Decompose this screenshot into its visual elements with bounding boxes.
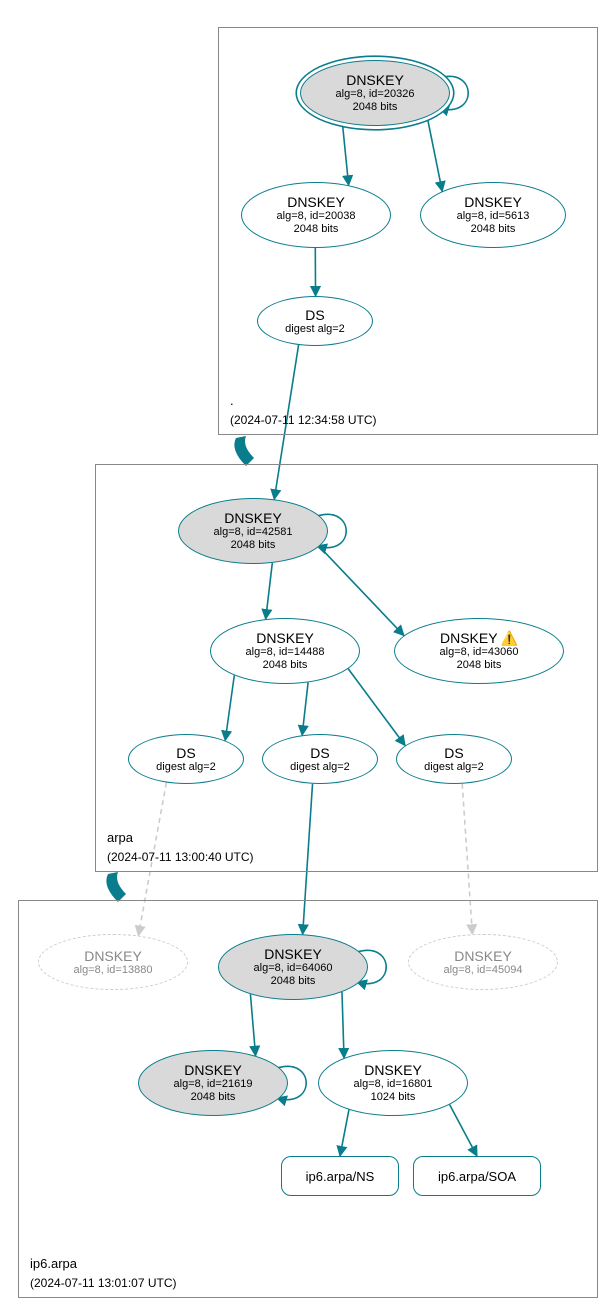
node-title: DNSKEY xyxy=(184,1062,242,1078)
node-alg: alg=8, id=21619 xyxy=(174,1078,253,1091)
rrset-ns: ip6.arpa/NS xyxy=(281,1156,399,1196)
node-title: DNSKEY xyxy=(264,946,322,962)
node-bits: 2048 bits xyxy=(353,101,398,114)
rrset-label: ip6.arpa/NS xyxy=(306,1169,375,1184)
dnssec-diagram: . (2024-07-11 12:34:58 UTC) arpa (2024-0… xyxy=(0,0,613,1301)
node-root-ksk: DNSKEY alg=8, id=20326 2048 bits xyxy=(300,60,450,126)
node-bits: 2048 bits xyxy=(263,659,308,672)
node-alg: alg=8, id=42581 xyxy=(214,526,293,539)
node-title: DNSKEY xyxy=(454,948,512,964)
node-alg: alg=8, id=20326 xyxy=(336,88,415,101)
node-alg: digest alg=2 xyxy=(285,323,345,336)
node-root-zsk-20038: DNSKEY alg=8, id=20038 2048 bits xyxy=(241,182,391,248)
node-bits: 2048 bits xyxy=(191,1091,236,1104)
node-alg: alg=8, id=64060 xyxy=(254,962,333,975)
node-alg: alg=8, id=13880 xyxy=(74,964,153,977)
node-alg: alg=8, id=16801 xyxy=(354,1078,433,1091)
zone-root-label: . xyxy=(230,393,234,408)
node-arpa-zsk-43060: DNSKEY⚠️ alg=8, id=43060 2048 bits xyxy=(394,618,564,684)
node-ip6-zsk-21619: DNSKEY alg=8, id=21619 2048 bits xyxy=(138,1050,288,1116)
node-alg: alg=8, id=43060 xyxy=(440,646,519,659)
node-alg: alg=8, id=14488 xyxy=(246,646,325,659)
node-root-zsk-5613: DNSKEY alg=8, id=5613 2048 bits xyxy=(420,182,566,248)
rrset-soa: ip6.arpa/SOA xyxy=(413,1156,541,1196)
node-arpa-zsk-14488: DNSKEY alg=8, id=14488 2048 bits xyxy=(210,618,360,684)
node-title: DNSKEY xyxy=(364,1062,422,1078)
rrset-label: ip6.arpa/SOA xyxy=(438,1169,516,1184)
node-alg: alg=8, id=5613 xyxy=(457,210,530,223)
node-title: DNSKEY xyxy=(346,72,404,88)
node-title: DNSKEY⚠️ xyxy=(440,630,518,646)
node-alg: digest alg=2 xyxy=(156,761,216,774)
node-title: DS xyxy=(305,307,324,323)
node-title: DNSKEY xyxy=(84,948,142,964)
node-bits: 2048 bits xyxy=(471,223,516,236)
zone-arpa-label: arpa xyxy=(107,830,133,845)
node-alg: alg=8, id=20038 xyxy=(277,210,356,223)
node-title: DS xyxy=(444,745,463,761)
zone-arpa-timestamp: (2024-07-11 13:00:40 UTC) xyxy=(107,850,254,864)
node-bits: 2048 bits xyxy=(457,659,502,672)
node-arpa-ds-3: DS digest alg=2 xyxy=(396,734,512,784)
node-title-text: DNSKEY xyxy=(440,630,498,646)
node-title: DNSKEY xyxy=(256,630,314,646)
node-arpa-ds-2: DS digest alg=2 xyxy=(262,734,378,784)
warning-icon: ⚠️ xyxy=(501,630,518,646)
zone-ip6arpa-timestamp: (2024-07-11 13:01:07 UTC) xyxy=(30,1276,177,1290)
node-bits: 2048 bits xyxy=(294,223,339,236)
node-root-ds: DS digest alg=2 xyxy=(257,296,373,346)
node-bits: 2048 bits xyxy=(271,975,316,988)
node-title: DS xyxy=(310,745,329,761)
node-ip6-ghost-13880: DNSKEY alg=8, id=13880 xyxy=(38,934,188,990)
node-bits: 1024 bits xyxy=(371,1091,416,1104)
node-alg: digest alg=2 xyxy=(424,761,484,774)
node-title: DNSKEY xyxy=(224,510,282,526)
node-alg: digest alg=2 xyxy=(290,761,350,774)
node-ip6-ksk: DNSKEY alg=8, id=64060 2048 bits xyxy=(218,934,368,1000)
zone-ip6arpa-label: ip6.arpa xyxy=(30,1256,77,1271)
node-arpa-ds-1: DS digest alg=2 xyxy=(128,734,244,784)
node-alg: alg=8, id=45094 xyxy=(444,964,523,977)
node-title: DS xyxy=(176,745,195,761)
node-ip6-zsk-16801: DNSKEY alg=8, id=16801 1024 bits xyxy=(318,1050,468,1116)
node-title: DNSKEY xyxy=(464,194,522,210)
node-bits: 2048 bits xyxy=(231,539,276,552)
node-title: DNSKEY xyxy=(287,194,345,210)
node-arpa-ksk: DNSKEY alg=8, id=42581 2048 bits xyxy=(178,498,328,564)
zone-root-timestamp: (2024-07-11 12:34:58 UTC) xyxy=(230,413,377,427)
node-ip6-ghost-45094: DNSKEY alg=8, id=45094 xyxy=(408,934,558,990)
